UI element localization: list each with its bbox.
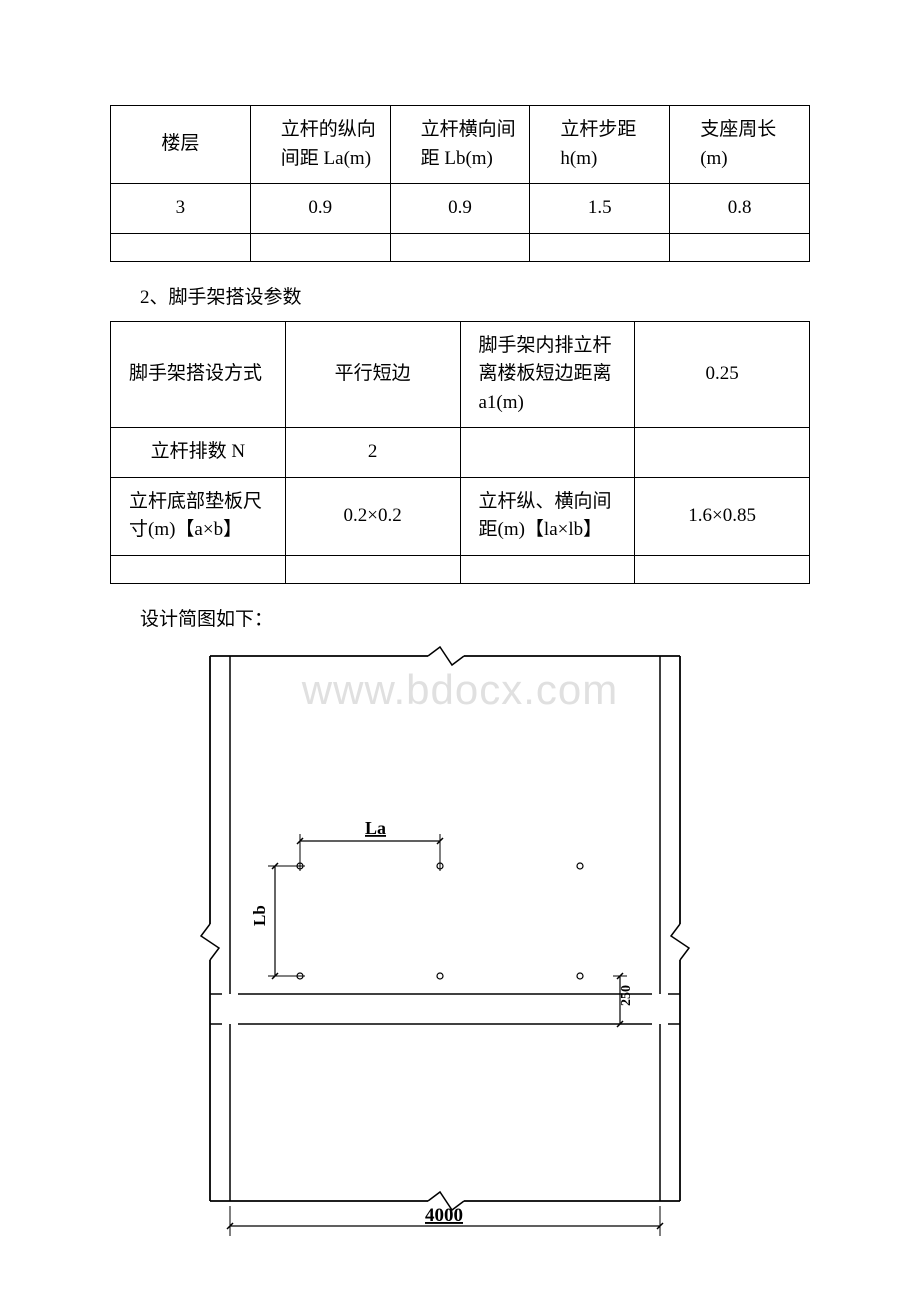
cell xyxy=(635,555,810,583)
cell: 0.25 xyxy=(635,321,810,428)
cell-label xyxy=(460,428,635,478)
cell: 1.6×0.85 xyxy=(635,477,810,555)
diagram-svg: La Lb 250 4000 xyxy=(150,646,770,1251)
cell-label: 立杆底部垫板尺寸(m)【a×b】 xyxy=(111,477,286,555)
th-lb: 立杆横向间距 Lb(m) xyxy=(390,106,530,184)
cell: 平行短边 xyxy=(285,321,460,428)
table-row: 脚手架搭设方式 平行短边 脚手架内排立杆离楼板短边距离 a1(m) 0.25 xyxy=(111,321,810,428)
cell xyxy=(635,428,810,478)
table-row: 楼层 立杆的纵向间距 La(m) 立杆横向间距 Lb(m) 立杆步距 h(m) … xyxy=(111,106,810,184)
cell-label: 立杆排数 N xyxy=(111,428,286,478)
cell xyxy=(670,233,810,261)
cell: 0.2×0.2 xyxy=(285,477,460,555)
th-h: 立杆步距 h(m) xyxy=(530,106,670,184)
cell xyxy=(460,555,635,583)
cell xyxy=(250,233,390,261)
cell: 0.9 xyxy=(390,184,530,234)
table-scaffold-params: 脚手架搭设方式 平行短边 脚手架内排立杆离楼板短边距离 a1(m) 0.25 立… xyxy=(110,321,810,584)
table-row: 3 0.9 0.9 1.5 0.8 xyxy=(111,184,810,234)
label-250: 250 xyxy=(619,985,634,1006)
table-row: 立杆底部垫板尺寸(m)【a×b】 0.2×0.2 立杆纵、横向间距(m)【la×… xyxy=(111,477,810,555)
cell: 0.9 xyxy=(250,184,390,234)
cell-label: 脚手架搭设方式 xyxy=(111,321,286,428)
cell-label: 脚手架内排立杆离楼板短边距离 a1(m) xyxy=(460,321,635,428)
cell: 3 xyxy=(111,184,251,234)
cell: 0.8 xyxy=(670,184,810,234)
section2-title: 2、脚手架搭设参数 xyxy=(140,282,810,309)
cell xyxy=(111,555,286,583)
design-diagram: www.bdocx.com xyxy=(150,646,770,1251)
cell xyxy=(111,233,251,261)
label-4000: 4000 xyxy=(425,1205,463,1226)
cell: 2 xyxy=(285,428,460,478)
cell xyxy=(530,233,670,261)
table-row xyxy=(111,233,810,261)
label-la: La xyxy=(365,818,386,838)
table-row xyxy=(111,555,810,583)
diagram-caption: 设计简图如下： xyxy=(140,604,810,631)
label-lb: Lb xyxy=(250,905,269,926)
th-floor: 楼层 xyxy=(111,106,251,184)
table-floor-params: 楼层 立杆的纵向间距 La(m) 立杆横向间距 Lb(m) 立杆步距 h(m) … xyxy=(110,105,810,262)
th-la: 立杆的纵向间距 La(m) xyxy=(250,106,390,184)
cell-label: 立杆纵、横向间距(m)【la×lb】 xyxy=(460,477,635,555)
cell: 1.5 xyxy=(530,184,670,234)
th-support: 支座周长(m) xyxy=(670,106,810,184)
cell xyxy=(390,233,530,261)
table-row: 立杆排数 N 2 xyxy=(111,428,810,478)
cell xyxy=(285,555,460,583)
